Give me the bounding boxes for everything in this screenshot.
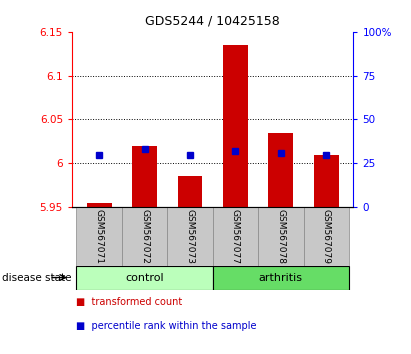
Bar [132, 146, 157, 207]
Bar [213, 266, 349, 290]
Bar [314, 155, 339, 207]
Text: arthritis: arthritis [259, 273, 303, 282]
Bar [76, 207, 122, 266]
Title: GDS5244 / 10425158: GDS5244 / 10425158 [145, 15, 280, 28]
Bar [303, 207, 349, 266]
Text: ■  transformed count: ■ transformed count [76, 297, 182, 307]
Text: ■  percentile rank within the sample: ■ percentile rank within the sample [76, 321, 256, 331]
Bar [223, 45, 248, 207]
Text: GSM567078: GSM567078 [276, 209, 285, 264]
Bar [258, 207, 303, 266]
Text: disease state: disease state [2, 273, 72, 282]
Text: GSM567073: GSM567073 [185, 209, 194, 264]
Text: GSM567071: GSM567071 [95, 209, 104, 264]
Text: GSM567077: GSM567077 [231, 209, 240, 264]
Text: GSM567079: GSM567079 [322, 209, 331, 264]
Text: control: control [125, 273, 164, 282]
Bar [87, 203, 112, 207]
Bar [213, 207, 258, 266]
Bar [76, 266, 213, 290]
Bar [268, 133, 293, 207]
Bar [178, 176, 203, 207]
Bar [122, 207, 167, 266]
Text: GSM567072: GSM567072 [140, 209, 149, 264]
Bar [167, 207, 213, 266]
